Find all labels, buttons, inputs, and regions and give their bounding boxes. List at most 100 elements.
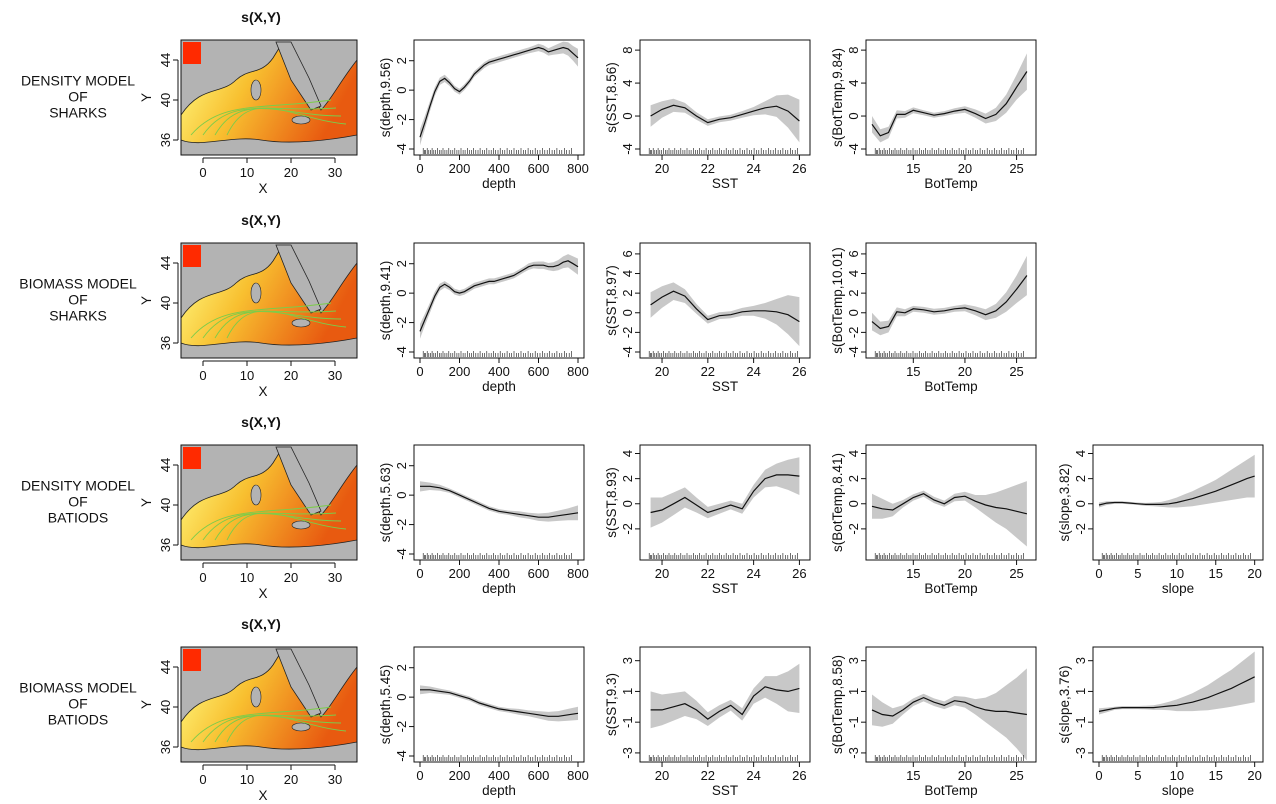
smooth-line — [419, 46, 579, 138]
map-x-tick-label: 0 — [199, 165, 206, 180]
x-tick-label: 800 — [567, 768, 589, 783]
rug — [874, 351, 1025, 357]
map-contour — [190, 706, 332, 743]
map-y-tick-label: 44 — [158, 660, 173, 674]
x-tick-label: 5 — [1134, 566, 1141, 581]
x-tick-label: 20 — [655, 768, 669, 783]
map-x-tick-label: 20 — [284, 772, 298, 787]
map-y-label: Y — [139, 498, 154, 507]
row-label-line: OF — [68, 494, 87, 510]
row-label-line: BIOMASS MODEL — [19, 276, 137, 292]
row-label-line: BIOMASS MODEL — [19, 680, 137, 696]
x-tick-label: 200 — [449, 768, 471, 783]
map-island — [250, 79, 262, 101]
rug — [422, 755, 573, 761]
x-tick-label: 26 — [792, 161, 806, 176]
smooth-line — [650, 290, 800, 323]
x-tick-label: 0 — [416, 768, 423, 783]
x-tick-label: 800 — [567, 566, 589, 581]
y-tick-label: -4 — [394, 750, 409, 762]
y-tick-label: -3 — [620, 747, 635, 759]
y-axis-label: s(BotTemp,10.01) — [830, 247, 845, 354]
row-label-line: BATIODS — [48, 510, 108, 526]
x-tick-label: 26 — [792, 768, 806, 783]
confidence-band — [1099, 651, 1255, 715]
x-tick-label: 0 — [416, 566, 423, 581]
x-tick-label: 20 — [958, 161, 972, 176]
x-tick-label: 0 — [1095, 768, 1102, 783]
confidence-band — [872, 481, 1027, 547]
rug — [1101, 553, 1251, 559]
y-tick-label: 0 — [1073, 500, 1088, 507]
x-tick-label: 400 — [488, 364, 510, 379]
x-tick-label: 20 — [958, 768, 972, 783]
smooth-panel: 15 20 25 BotTemp -2 0 2 4s(BotTemp,8.41) — [830, 444, 1037, 596]
x-tick-label: 25 — [1009, 364, 1023, 379]
x-axis-label: depth — [482, 783, 516, 798]
y-tick-label: 8 — [620, 47, 635, 54]
y-tick-label: 6 — [846, 250, 861, 257]
confidence-band — [872, 53, 1027, 143]
smooth-line — [420, 485, 579, 518]
x-tick-label: 15 — [1209, 566, 1223, 581]
map-x-label: X — [258, 384, 267, 399]
x-tick-label: 600 — [528, 768, 550, 783]
plot-frame — [413, 444, 585, 561]
x-tick-label: 400 — [488, 161, 510, 176]
map-title: s(X,Y) — [241, 212, 281, 228]
y-tick-label: 0 — [394, 492, 409, 499]
y-tick-label: 0 — [846, 112, 861, 119]
x-tick-label: 22 — [701, 364, 715, 379]
map-y-tick-label: 36 — [158, 740, 173, 754]
smooth-line — [650, 104, 800, 124]
map-x-label: X — [258, 181, 267, 196]
smooth-panel: 0 5 10 15 20 slope -2 0 2 4s(slope,3.82) — [1057, 444, 1264, 596]
map-panel: s(X,Y) 0 10 20 30 36 40 44 X Y — [139, 212, 358, 399]
confidence-band — [650, 663, 800, 729]
x-tick-label: 15 — [906, 566, 920, 581]
map-x-tick-label: 20 — [284, 570, 298, 585]
map-x-tick-label: 10 — [240, 165, 254, 180]
map-contour — [190, 99, 332, 136]
x-tick-label: 15 — [1209, 768, 1223, 783]
y-tick-label: 4 — [620, 450, 635, 457]
y-axis-label: s(BotTemp,8.41) — [830, 453, 845, 552]
map-frame — [180, 646, 358, 763]
y-tick-label: -4 — [394, 143, 409, 155]
map-contour — [226, 714, 347, 743]
y-tick-label: 0 — [620, 112, 635, 119]
smooth-line — [419, 260, 579, 332]
y-tick-label: 2 — [394, 57, 409, 64]
y-tick-label: 2 — [1073, 475, 1088, 482]
y-tick-label: 2 — [846, 290, 861, 297]
rug — [648, 755, 799, 761]
y-tick-label: 4 — [846, 270, 861, 277]
smooth-panel: 20 22 24 26 SST -4 0 4 8 s(SST,8.56) — [604, 39, 811, 191]
y-tick-label: 4 — [846, 450, 861, 457]
x-tick-label: 0 — [416, 161, 423, 176]
map-island — [291, 520, 311, 530]
x-tick-label: 400 — [488, 566, 510, 581]
x-tick-label: 400 — [488, 768, 510, 783]
smooth-line — [650, 686, 800, 720]
map-x-tick-label: 30 — [328, 368, 342, 383]
x-tick-label: 0 — [1095, 566, 1102, 581]
map-title: s(X,Y) — [241, 616, 281, 632]
x-tick-label: 800 — [567, 364, 589, 379]
y-tick-label: 0 — [620, 500, 635, 507]
x-tick-label: 20 — [958, 364, 972, 379]
y-axis-label: s(slope,3.82) — [1057, 463, 1072, 541]
y-tick-label: 1 — [1073, 688, 1088, 695]
map-x-tick-label: 10 — [240, 368, 254, 383]
map-y-tick-label: 44 — [158, 53, 173, 67]
smooth-line — [871, 275, 1028, 330]
map-italy — [275, 41, 322, 111]
map-contour — [226, 512, 347, 541]
map-title: s(X,Y) — [241, 9, 281, 25]
y-tick-label: 2 — [394, 462, 409, 469]
